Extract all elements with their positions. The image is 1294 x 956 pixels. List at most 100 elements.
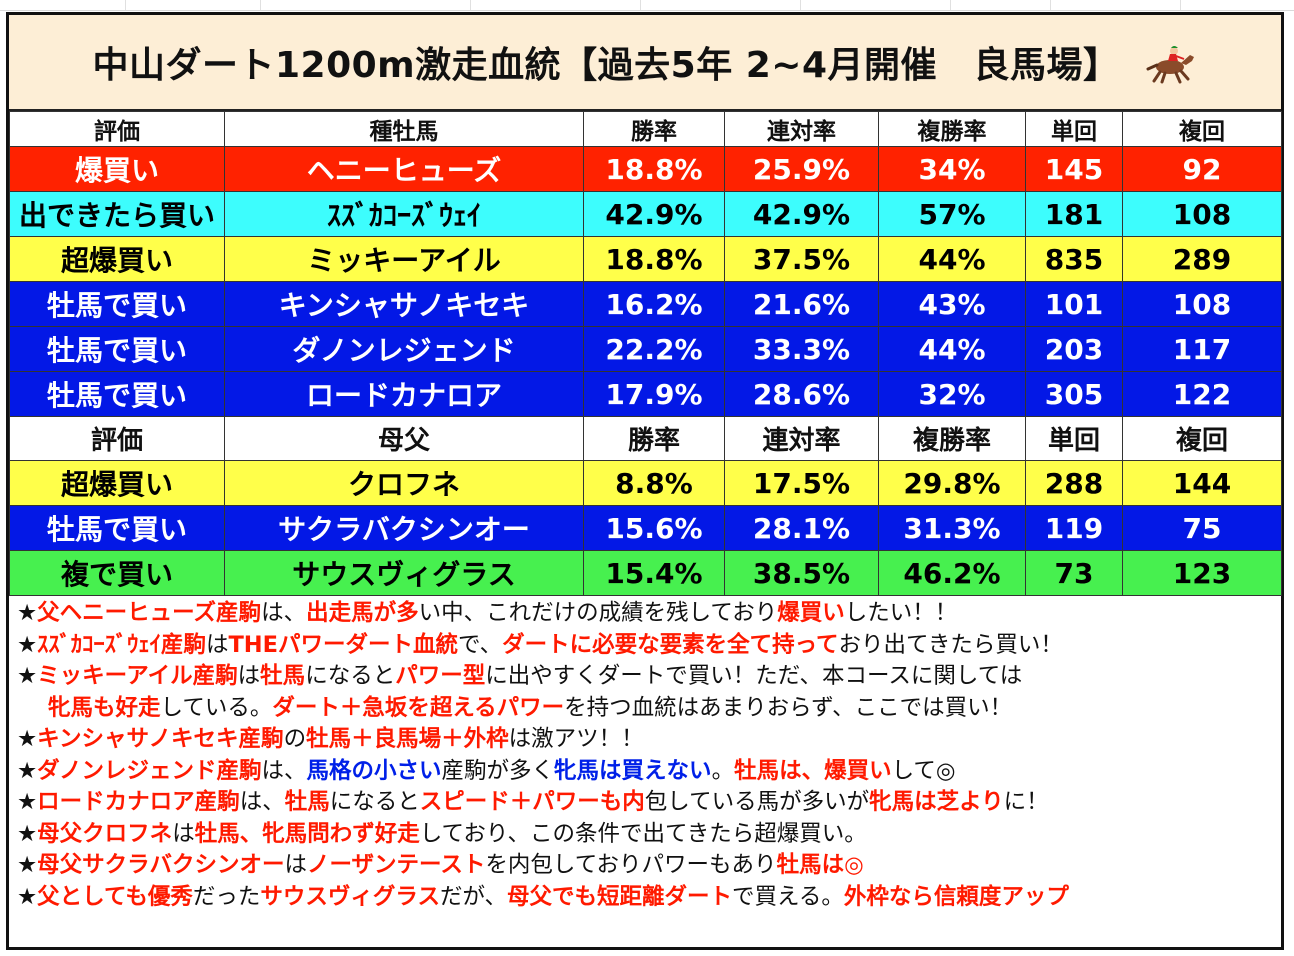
note-highlight: 牡馬	[284, 789, 330, 815]
note-text: は	[172, 820, 195, 847]
table-row: 牡馬で買い キンシャサノキセキ 16.2% 21.6% 43% 101 108	[9, 281, 1282, 327]
cell-rating: 牡馬で買い	[9, 371, 225, 417]
note-text: の	[283, 726, 307, 752]
note-text: は、	[239, 789, 285, 815]
note-line: ★父としても優秀だったサウスヴィグラスだが、母父でも短距離ダートで買える。外枠な…	[17, 882, 1281, 914]
cell-horse: キンシャサノキセキ	[224, 281, 584, 327]
rating-sheet: 中山ダート1200m激走血統【過去5年 2~4月開催 良馬場】 評価 種牡馬 勝率連…	[6, 12, 1284, 950]
note-line: 牝馬も好走している。ダート＋急坂を超えるパワーを持つ血統はあまりおらず、ここでは…	[17, 693, 1281, 725]
note-line: ★ロードカナロア産駒は、牡馬になるとスピード＋パワーも内包している馬が多いが牝馬…	[17, 787, 1281, 819]
cell-win-return: 181	[1025, 191, 1123, 237]
note-text: だった	[192, 883, 261, 910]
cell-rating: 牡馬で買い	[9, 505, 225, 551]
cell-place-rate: 44%	[878, 326, 1026, 372]
star-icon: ★	[17, 883, 38, 910]
table-row: 超爆買い クロフネ 8.8% 17.5% 29.8% 288 144	[9, 460, 1282, 506]
cell-place-rate: 57%	[878, 191, 1026, 237]
table-header-row: 評価 母父 勝率 連対率 複勝率 単回 複回	[9, 416, 1282, 461]
cell-win-rate: 22.2%	[583, 326, 725, 372]
cell-win-rate: 18.8%	[583, 146, 725, 192]
note-highlight: 馬格の小さい	[306, 757, 442, 784]
note-text: は、	[261, 600, 307, 626]
table-row: 複で買い サウスヴィグラス 15.4% 38.5% 46.2% 73 123	[9, 550, 1282, 596]
cell-quinella-rate: 17.5%	[724, 460, 879, 506]
cell-win-rate: 17.9%	[583, 371, 725, 417]
note-text: に出やすくダートで買い！ただ、本コースに関しては	[485, 663, 1023, 689]
cell-win-rate: 18.8%	[583, 236, 725, 282]
cell-place-return: 122	[1122, 371, 1282, 417]
note-highlight: キンシャサノキセキ産駒	[37, 726, 284, 752]
table-row: 牡馬で買い サクラバクシンオー 15.6% 28.1% 31.3% 119 75	[9, 505, 1282, 551]
note-highlight: パワー型	[395, 663, 486, 689]
cell-horse: ミッキーアイル	[224, 236, 584, 282]
note-text: で、	[458, 631, 503, 658]
note-highlight: 母父サクラバクシンオー	[37, 852, 285, 878]
note-text: だが、	[439, 883, 508, 910]
star-icon: ★	[17, 600, 38, 626]
cell-win-return: 288	[1025, 460, 1123, 506]
cell-place-return: 123	[1122, 550, 1282, 596]
note-highlight: ｽｽﾞｶｺｰｽﾞｳｪｲ産駒	[37, 631, 206, 658]
cell-win-return: 835	[1025, 236, 1123, 282]
header-win-return: 単回	[1025, 111, 1123, 147]
cell-place-return: 92	[1122, 146, 1282, 192]
header-win-return: 単回	[1025, 416, 1123, 461]
table-row: 超爆買い ミッキーアイル 18.8% 37.5% 44% 835 289	[9, 236, 1282, 282]
note-line: ★ダノンレジェンド産駒は、馬格の小さい産駒が多く牝馬は買えない。牡馬は、爆買いし…	[17, 756, 1281, 788]
cell-win-return: 119	[1025, 505, 1123, 551]
cell-quinella-rate: 33.3%	[724, 326, 879, 372]
note-highlight: 父としても優秀	[37, 883, 193, 910]
cell-win-rate: 15.4%	[583, 550, 725, 596]
table-row: 出できたら買い ｽｽﾞｶｺｰｽﾞｳｪｲ 42.9% 42.9% 57% 181 108	[9, 191, 1282, 237]
cell-horse: サクラバクシンオー	[224, 505, 584, 551]
cell-horse: ヘニーヒューズ	[224, 146, 584, 192]
note-text: 包している馬が多いが	[644, 789, 870, 815]
note-highlight: ダート＋急坂を超えるパワー	[272, 694, 565, 721]
note-text: は、	[261, 757, 307, 784]
cell-place-rate: 34%	[878, 146, 1026, 192]
cell-place-rate: 43%	[878, 281, 1026, 327]
header-horse: 母父	[224, 416, 584, 461]
spreadsheet-column-header	[0, 0, 1294, 11]
note-line: ★キンシャサノキセキ産駒の牡馬＋良馬場＋外枠は激アツ！！	[17, 724, 1281, 756]
note-text: おり出てきたら買い！	[838, 631, 1063, 658]
note-highlight: ロードカナロア産駒	[37, 789, 240, 815]
note-highlight: 牡馬、牝馬問わず好走	[194, 820, 420, 847]
star-icon: ★	[17, 726, 38, 752]
cell-place-return: 108	[1122, 281, 1282, 327]
note-highlight: ダノンレジェンド産駒	[37, 757, 262, 784]
cell-quinella-rate: 42.9%	[724, 191, 879, 237]
cell-rating: 超爆買い	[9, 460, 225, 506]
cell-horse: ロードカナロア	[224, 371, 584, 417]
table-row: 爆買い ヘニーヒューズ 18.8% 25.9% 34% 145 92	[9, 146, 1282, 192]
cell-place-return: 75	[1122, 505, 1282, 551]
table-header-row: 評価 種牡馬 勝率 連対率 複勝率 単回 複回	[9, 111, 1282, 147]
header-win-rate: 勝率	[583, 416, 725, 461]
note-text: で買える。	[732, 883, 844, 910]
note-text: は激アツ！！	[508, 726, 644, 752]
note-highlight: ミッキーアイル産駒	[37, 663, 238, 689]
cell-win-return: 203	[1025, 326, 1123, 372]
cell-place-rate: 31.3%	[878, 505, 1026, 551]
cell-rating: 超爆買い	[9, 236, 225, 282]
cell-rating: 牡馬で買い	[9, 326, 225, 372]
cell-place-return: 108	[1122, 191, 1282, 237]
cell-win-return: 145	[1025, 146, 1123, 192]
note-highlight: スピード＋パワーも内	[419, 789, 645, 815]
note-highlight: 父ヘニーヒューズ産駒	[37, 600, 262, 626]
note-text: は	[205, 631, 229, 658]
star-icon: ★	[17, 631, 38, 658]
note-text: 産駒が多く	[441, 757, 555, 784]
stats-table: 評価 種牡馬 勝率 連対率 複勝率 単回 複回 爆買い ヘニーヒューズ 18.8% 25.9% 34%…	[9, 111, 1282, 596]
note-text: を内包しておりパワーもあり	[485, 852, 777, 878]
cell-place-rate: 46.2%	[878, 550, 1026, 596]
note-line: ★母父サクラバクシンオーはノーザンテーストを内包しておりパワーもあり牡馬は◎	[17, 850, 1281, 882]
table-row: 牡馬で買い ロードカナロア 17.9% 28.6% 32% 305 122	[9, 371, 1282, 417]
note-highlight: 牝馬は買えない	[554, 757, 712, 784]
cell-horse: ｽｽﾞｶｺｰｽﾞｳｪｲ	[224, 191, 584, 237]
note-text: は	[284, 852, 307, 878]
note-text: している。	[160, 694, 273, 721]
title-bar: 中山ダート1200m激走血統【過去5年 2~4月開催 良馬場】	[9, 15, 1281, 111]
cell-quinella-rate: 37.5%	[724, 236, 879, 282]
note-text: を持つ血統はあまりおらず、ここでは買い！	[564, 694, 1013, 721]
